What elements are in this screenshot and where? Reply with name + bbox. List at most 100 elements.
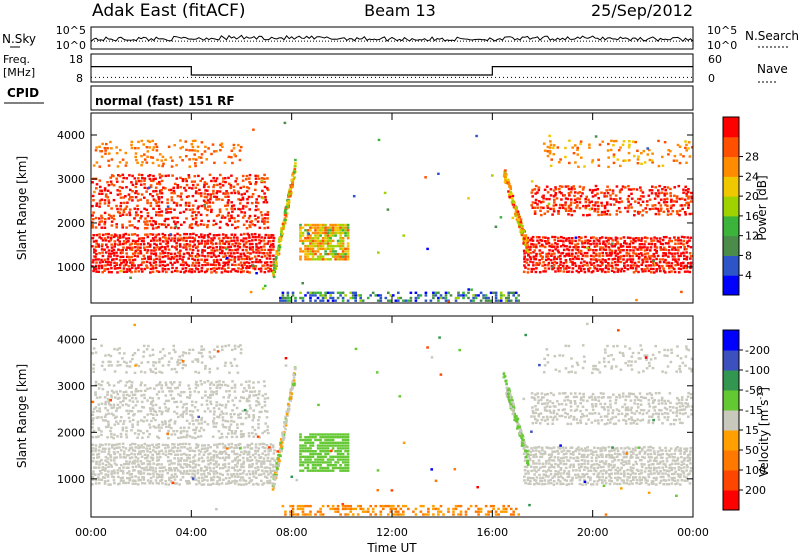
velocity-cell	[240, 463, 243, 466]
power-cell	[564, 203, 567, 207]
power-cell	[194, 255, 198, 258]
power-cell	[275, 263, 278, 266]
power-cell	[104, 267, 107, 271]
power-cell	[264, 198, 267, 201]
power-cell	[199, 223, 203, 226]
velocity-cell	[91, 352, 94, 355]
power-cell	[128, 268, 132, 271]
power-cell	[444, 296, 448, 300]
power-cell	[145, 161, 149, 164]
velocity-cell	[242, 390, 245, 393]
velocity-cell	[176, 360, 179, 364]
velocity-cell	[151, 469, 155, 472]
power-cell	[151, 195, 155, 198]
power-cell	[334, 223, 337, 227]
velocity-cell	[191, 466, 195, 469]
power-cell	[294, 158, 297, 162]
velocity-cell	[155, 393, 159, 396]
power-cell	[215, 198, 218, 201]
power-cell	[321, 255, 325, 258]
velocity-cell	[595, 453, 599, 457]
power-cell	[547, 267, 551, 270]
power-cell	[454, 299, 458, 302]
velocity-cell	[103, 396, 107, 399]
velocity-cell	[181, 366, 184, 370]
power-cell	[686, 270, 689, 273]
velocity-cell	[94, 482, 98, 485]
velocity-cell	[557, 458, 560, 462]
power-cell	[200, 153, 204, 156]
velocity-cell	[247, 452, 251, 456]
velocity-cell	[111, 443, 114, 447]
power-cell	[197, 242, 201, 245]
velocity-cell	[188, 442, 191, 446]
power-cell	[437, 299, 440, 302]
power-cell	[640, 152, 643, 155]
velocity-cell	[568, 449, 571, 453]
power-cell	[151, 139, 154, 143]
power-cell	[245, 265, 249, 268]
velocity-cell	[145, 419, 149, 422]
velocity-cell	[266, 456, 270, 460]
power-cell	[241, 174, 245, 178]
power-cell	[250, 257, 254, 260]
power-cell	[192, 232, 195, 236]
power-cell	[275, 252, 278, 255]
velocity-cell	[553, 456, 557, 459]
power-cell	[457, 294, 460, 297]
power-cell	[166, 242, 170, 245]
power-cell	[562, 267, 566, 270]
power-cell	[236, 245, 240, 248]
power-cell	[107, 164, 111, 167]
power-cell	[309, 250, 312, 253]
power-cell	[663, 192, 666, 195]
power-cell	[598, 255, 601, 258]
velocity-cell	[227, 466, 231, 469]
velocity-cell	[242, 460, 246, 463]
power-cell	[583, 267, 586, 271]
velocity-cell	[171, 443, 174, 446]
power-cell	[245, 205, 248, 208]
velocity-cell	[131, 357, 134, 361]
velocity-cell	[224, 344, 227, 348]
power-cell	[685, 194, 689, 198]
velocity-cell	[116, 471, 120, 475]
velocity-cell	[257, 460, 261, 463]
power-cell	[98, 202, 102, 205]
power-cell	[603, 206, 607, 210]
velocity-cell	[604, 472, 608, 475]
power-cell	[621, 143, 625, 146]
power-cell	[346, 247, 350, 250]
power-cell	[185, 248, 188, 251]
power-cell	[266, 213, 270, 216]
velocity-cell	[209, 396, 212, 399]
velocity-cell	[97, 473, 100, 476]
power-cell	[158, 153, 162, 156]
power-cell	[653, 263, 657, 267]
velocity-cell	[257, 400, 260, 404]
power-cell	[122, 176, 125, 180]
power-cell	[281, 296, 285, 300]
power-cell	[467, 291, 470, 294]
power-cell	[564, 155, 567, 159]
power-cell	[637, 239, 640, 242]
velocity-cell	[123, 463, 126, 466]
power-cell	[628, 140, 631, 143]
power-cell	[386, 208, 390, 211]
velocity-cell	[140, 400, 144, 404]
power-cell	[688, 252, 692, 255]
power-cell	[149, 255, 152, 258]
power-cell	[580, 236, 583, 239]
power-cell	[344, 258, 347, 261]
power-cell	[163, 234, 167, 237]
power-cell	[91, 226, 94, 229]
power-cell	[245, 174, 249, 178]
power-cell	[336, 258, 340, 261]
power-cell	[679, 239, 682, 242]
velocity-cell	[568, 465, 572, 469]
power-cell	[163, 246, 167, 249]
power-cell	[604, 245, 608, 248]
velocity-cell	[620, 447, 623, 450]
power-cell	[346, 258, 350, 261]
power-cell	[217, 254, 221, 258]
